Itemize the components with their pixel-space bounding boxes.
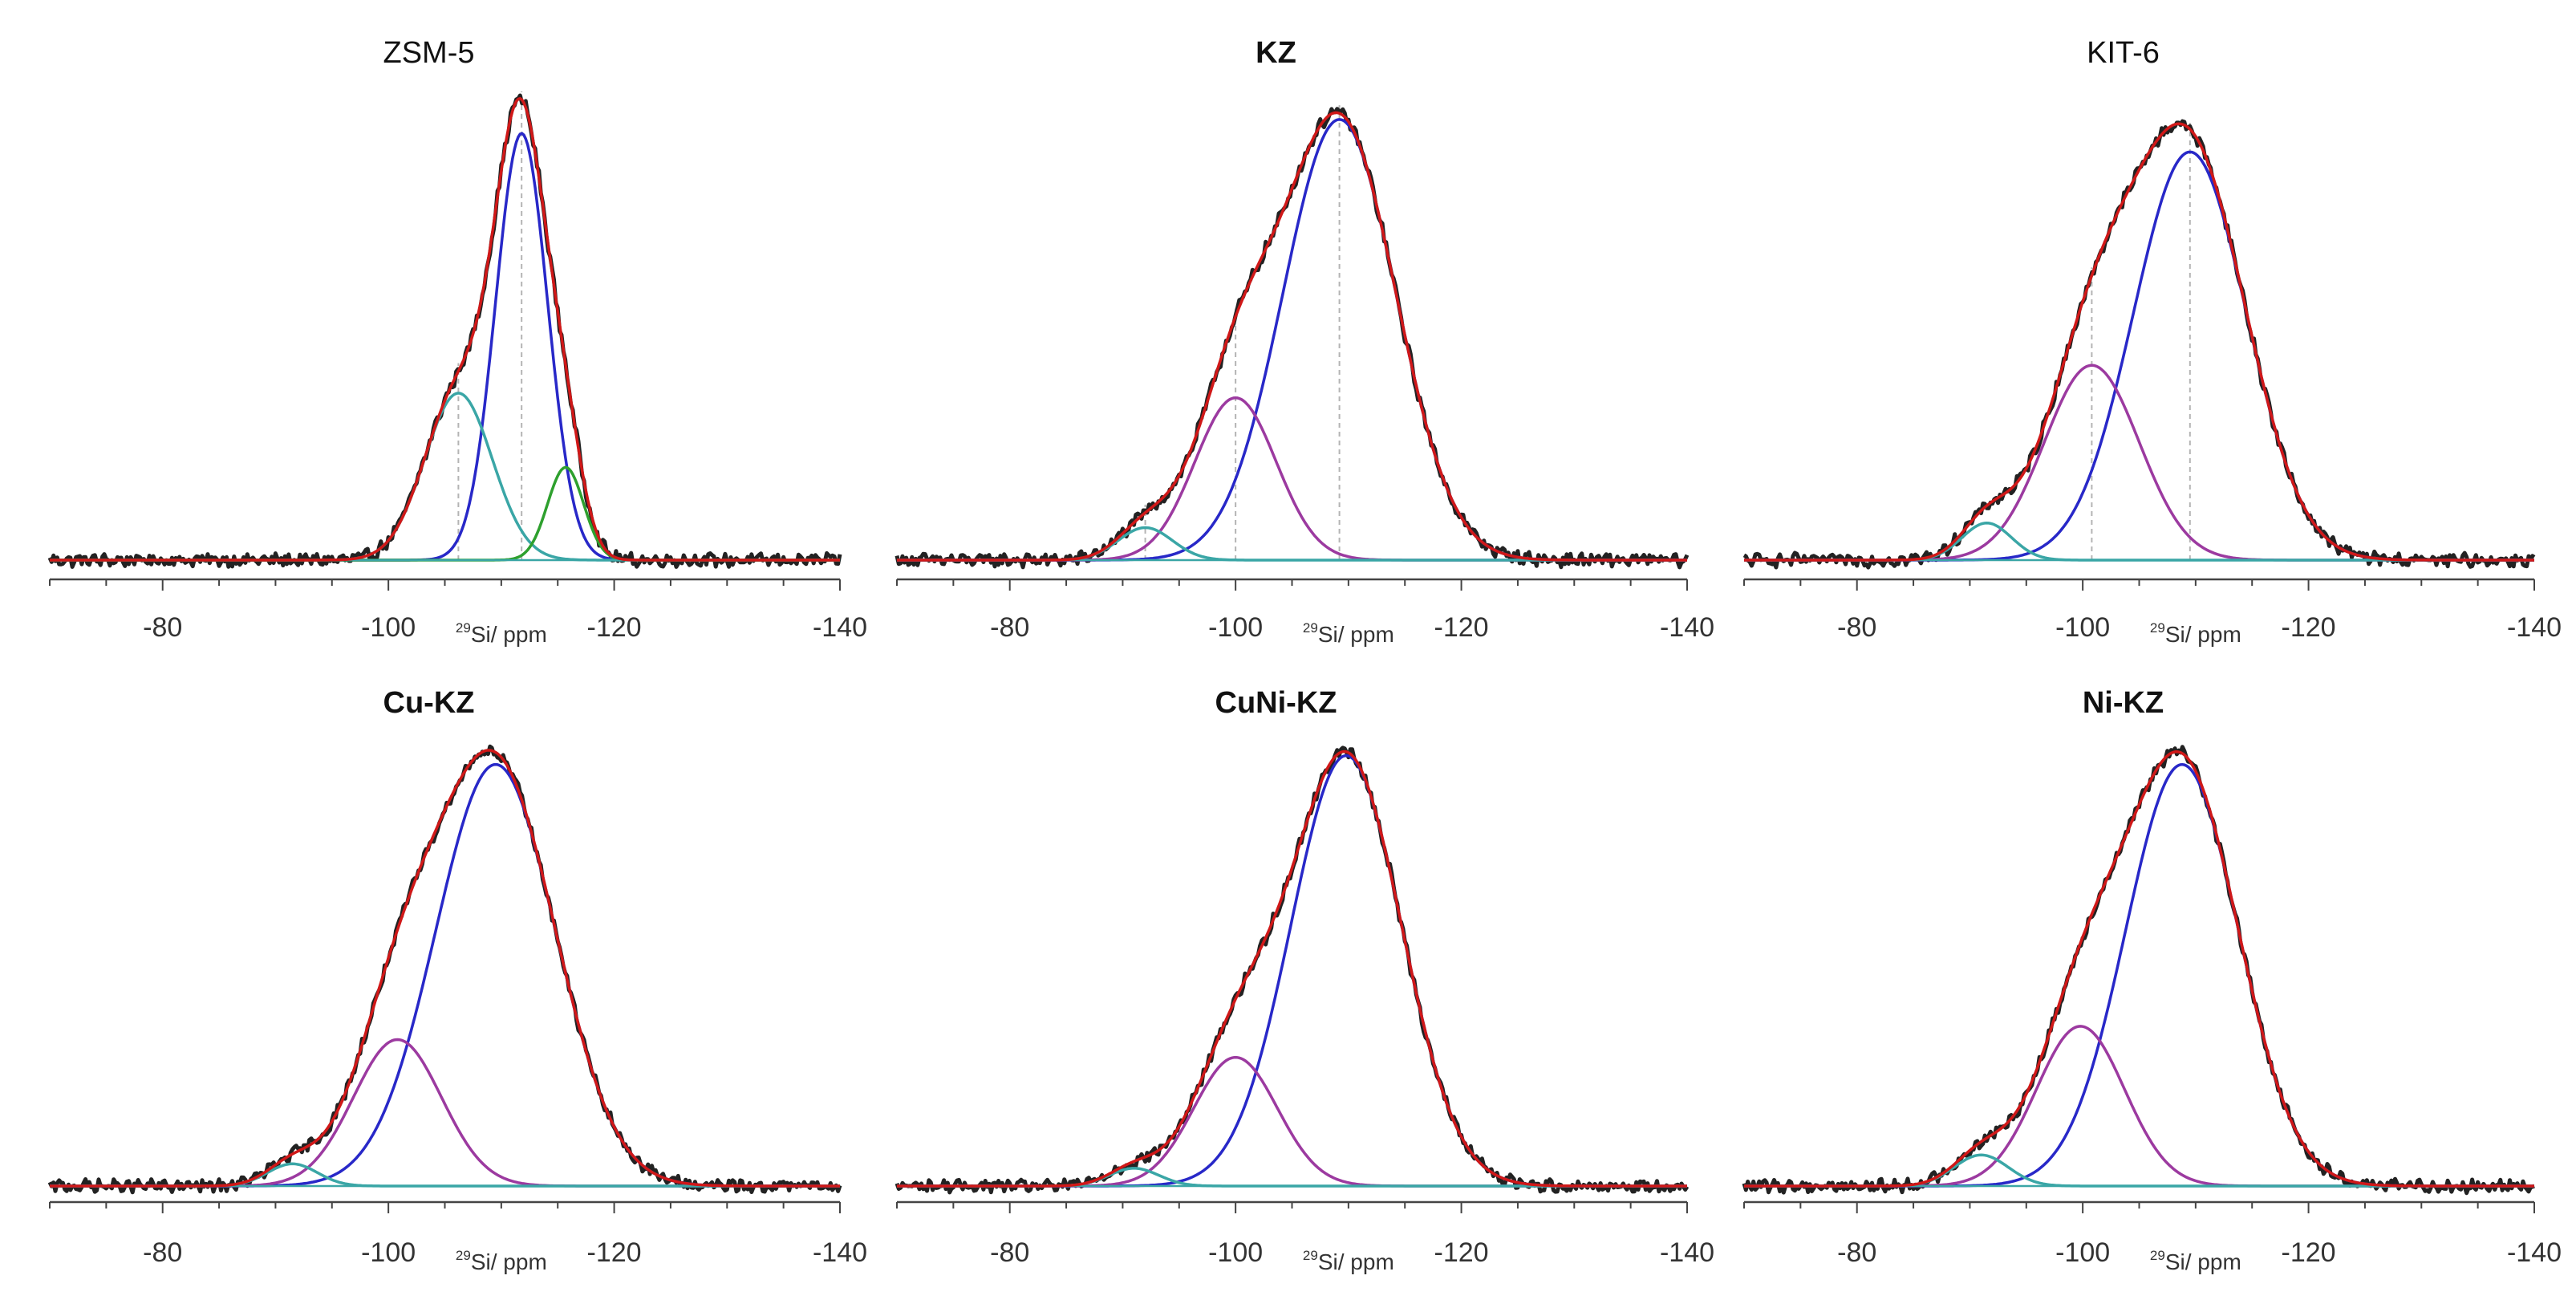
panel-zsm-5: ZSM-5 -80 -100 -120 -140 29Si/ ppm (47, 36, 867, 647)
x-tick-label: -120 (2282, 1237, 2336, 1268)
fit-sum-line (1744, 750, 2534, 1188)
x-axis-label-text: Si/ ppm (471, 622, 547, 647)
panel-title: CuNi-KZ (1215, 686, 1337, 720)
x-axis-label-text: Si/ ppm (1318, 1249, 1394, 1274)
fit-sum-line (50, 749, 840, 1188)
x-tick-label: -100 (1208, 612, 1263, 643)
x-tick-label: -120 (1434, 1237, 1489, 1268)
x-axis-label: 29Si/ ppm (1303, 620, 1394, 647)
x-axis-label-superscript: 29 (2150, 1248, 2165, 1263)
x-axis-label-text: Si/ ppm (471, 1249, 547, 1274)
x-tick-label: -140 (2507, 612, 2562, 643)
x-tick-label: -140 (813, 612, 867, 643)
x-tick-label: -80 (1837, 1237, 1876, 1268)
panel-ni-kz: Ni-KZ -80 -100 -120 -140 29Si/ ppm (1742, 686, 2562, 1274)
x-tick-label: -80 (1837, 612, 1876, 643)
panel-cu-kz: Cu-KZ -80 -100 -120 -140 29Si/ ppm (47, 686, 867, 1274)
x-tick-label: -80 (990, 612, 1029, 643)
x-axis-label-text: Si/ ppm (2165, 622, 2241, 647)
x-tick-label: -100 (1208, 1237, 1263, 1268)
x-axis-label-text: Si/ ppm (2165, 1249, 2241, 1274)
component-q3-line (50, 1038, 840, 1188)
panel-title: Cu-KZ (383, 686, 475, 720)
experimental-spectrum-line (1742, 119, 2536, 570)
x-axis-label: 29Si/ ppm (456, 1248, 547, 1274)
component-q4-line (50, 132, 840, 562)
fit-sum-line (897, 749, 1687, 1188)
panel-title: KZ (1256, 36, 1296, 70)
panel-title: Ni-KZ (2083, 686, 2164, 720)
x-axis-label-superscript: 29 (1303, 620, 1318, 636)
component-q3-line (1744, 1025, 2534, 1188)
fit-sum-line (50, 96, 840, 562)
x-tick-label: -120 (1434, 612, 1489, 643)
component-q3-line (1744, 364, 2534, 562)
x-tick-label: -100 (2055, 1237, 2110, 1268)
x-tick-label: -140 (2507, 1237, 2562, 1268)
component-q4-line (897, 754, 1687, 1188)
x-tick-label: -120 (587, 1237, 642, 1268)
component-q4-line (1744, 150, 2534, 562)
x-tick-label: -140 (813, 1237, 867, 1268)
component-q-extra-line (50, 465, 840, 562)
component-q3-line (897, 1055, 1687, 1188)
fit-sum-line (1744, 122, 2534, 562)
panel-cuni-kz: CuNi-KZ -80 -100 -120 -140 29Si/ ppm (895, 686, 1714, 1274)
x-axis-label-text: Si/ ppm (1318, 622, 1394, 647)
x-tick-label: -140 (1660, 612, 1714, 643)
panel-kz: KZ -80 -100 -120 -140 29Si/ ppm (895, 36, 1714, 647)
x-axis-label: 29Si/ ppm (2150, 1248, 2241, 1274)
x-axis-label-superscript: 29 (1303, 1248, 1318, 1263)
x-tick-label: -100 (361, 1237, 416, 1268)
x-axis-label: 29Si/ ppm (456, 620, 547, 647)
experimental-spectrum-line (47, 93, 842, 569)
x-tick-label: -80 (990, 1237, 1029, 1268)
x-tick-label: -80 (143, 1237, 182, 1268)
x-tick-label: -120 (2282, 612, 2336, 643)
x-axis-label: 29Si/ ppm (1303, 1248, 1394, 1274)
x-tick-label: -120 (587, 612, 642, 643)
x-axis-label-superscript: 29 (456, 620, 471, 636)
x-tick-label: -100 (2055, 612, 2110, 643)
experimental-spectrum-line (895, 745, 1690, 1195)
x-tick-label: -100 (361, 612, 416, 643)
component-q3-line (50, 392, 840, 562)
x-axis-label-superscript: 29 (456, 1248, 471, 1263)
fit-sum-line (897, 111, 1687, 562)
panel-title: KIT-6 (2087, 36, 2160, 70)
x-axis-label-superscript: 29 (2150, 620, 2165, 636)
panel-title: ZSM-5 (383, 36, 475, 70)
panel-kit-6: KIT-6 -80 -100 -120 -140 29Si/ ppm (1742, 36, 2562, 647)
experimental-spectrum-line (1742, 745, 2535, 1196)
component-q3-line (897, 396, 1687, 562)
x-tick-label: -140 (1660, 1237, 1714, 1268)
x-tick-label: -80 (143, 612, 182, 643)
x-axis-label: 29Si/ ppm (2150, 620, 2241, 647)
component-q4-line (50, 762, 840, 1188)
